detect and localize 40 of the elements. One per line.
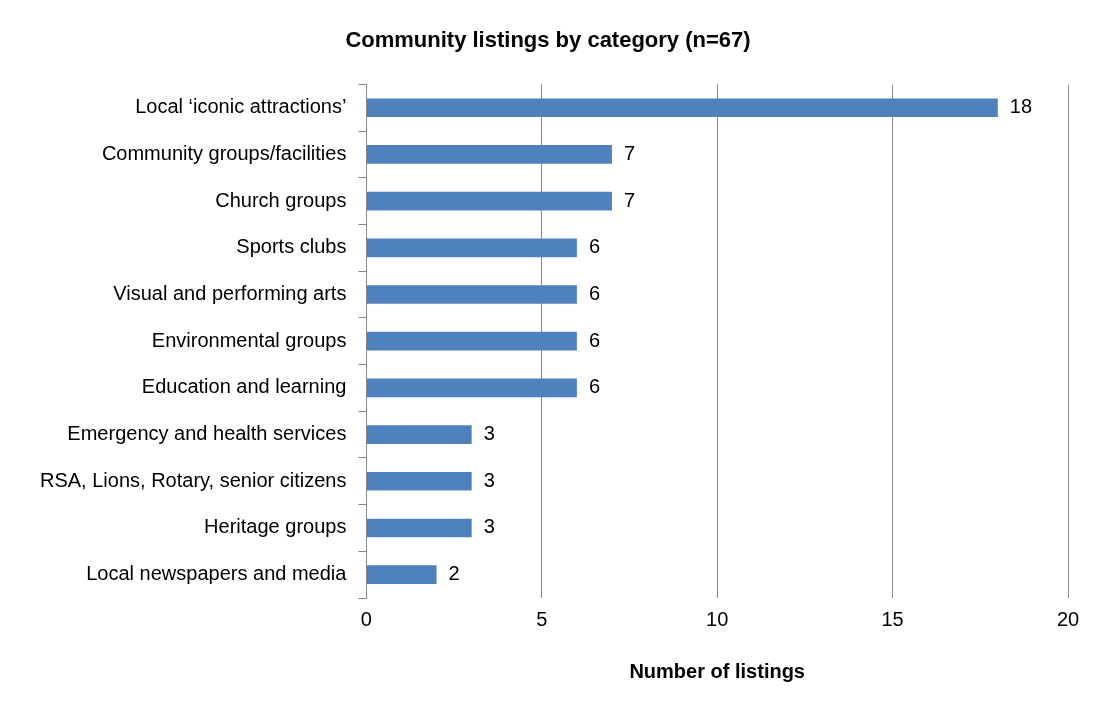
x-tick-label: 20: [1056, 607, 1080, 630]
data-label: 7: [623, 141, 636, 164]
bar: [366, 565, 437, 584]
x-tick-label: 5: [536, 607, 548, 630]
bar: [366, 285, 577, 304]
bar: [366, 378, 577, 398]
data-label: 7: [623, 188, 636, 211]
data-label: 3: [483, 515, 495, 538]
data-label: 3: [483, 468, 495, 491]
bar: [366, 425, 472, 444]
y-tick-label: Visual and performing arts: [113, 282, 347, 305]
data-label: 6: [588, 375, 601, 398]
bar: [366, 518, 472, 538]
y-tick-label: Education and learning: [141, 375, 347, 398]
data-label: 6: [588, 282, 601, 305]
bar: [366, 331, 577, 351]
y-tick-label: Local newspapers and media: [86, 562, 348, 585]
x-tick-label: 15: [881, 607, 904, 630]
y-tick-label: Community groups/facilities: [101, 141, 347, 164]
bar: [366, 98, 998, 118]
bar: [366, 238, 577, 258]
x-tick-label: 10: [706, 607, 729, 630]
bar: [366, 145, 612, 164]
data-label: 3: [483, 422, 495, 445]
bar: [366, 191, 612, 211]
y-tick-label: Heritage groups: [204, 515, 347, 538]
data-label: 6: [588, 235, 601, 258]
y-tick-label: Local ‘iconic attractions’: [135, 95, 347, 118]
y-tick-label: RSA, Lions, Rotary, senior citizens: [39, 468, 347, 491]
x-tick-label: 0: [360, 607, 372, 630]
y-tick-label: Church groups: [215, 188, 347, 211]
chart-title: Community listings by category (n=67): [345, 27, 751, 53]
data-label: 6: [588, 328, 601, 351]
y-tick-label: Sports clubs: [236, 235, 347, 258]
x-axis-title: Number of listings: [629, 659, 805, 682]
bar: [366, 471, 472, 491]
y-tick-label: Emergency and health services: [67, 422, 347, 445]
data-label: 2: [448, 562, 460, 585]
data-label: 18: [1009, 95, 1033, 118]
y-tick-label: Environmental groups: [151, 328, 347, 351]
